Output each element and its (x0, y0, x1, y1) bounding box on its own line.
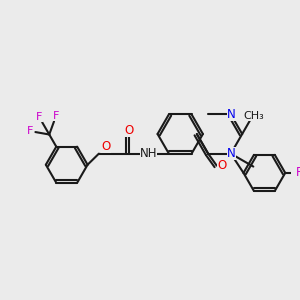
Text: O: O (101, 140, 111, 153)
Text: F: F (53, 111, 59, 121)
Text: N: N (227, 147, 236, 160)
Text: NH: NH (140, 147, 157, 160)
Text: CH₃: CH₃ (244, 111, 265, 121)
Text: O: O (124, 124, 134, 137)
Text: F: F (296, 167, 300, 179)
Text: F: F (36, 112, 43, 122)
Text: N: N (227, 108, 236, 121)
Text: O: O (217, 159, 226, 172)
Text: F: F (26, 126, 33, 136)
